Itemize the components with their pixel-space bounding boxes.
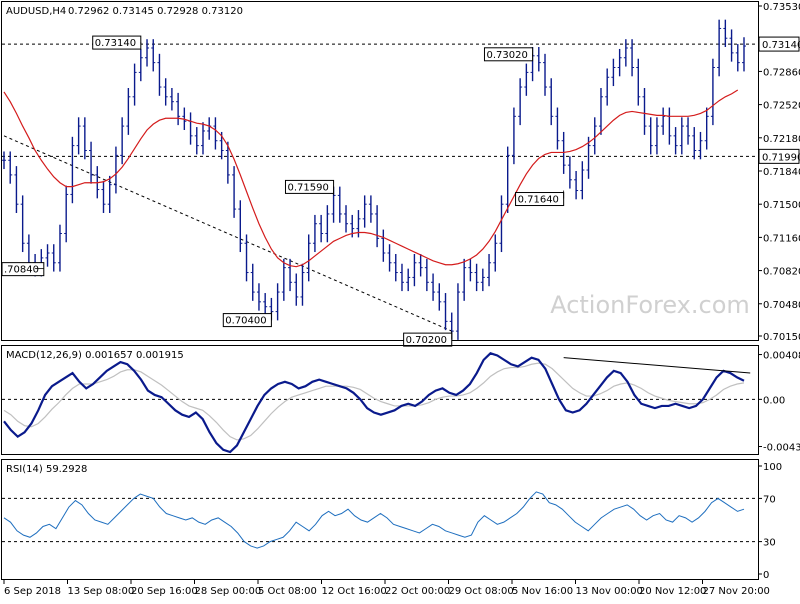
annotation-label: 0.70200 <box>406 335 447 346</box>
x-tick-label: 5 Oct 08:00 <box>258 586 317 597</box>
x-tick-label: 13 Nov 00:00 <box>576 586 643 597</box>
macd-y-axis: 0.004085 0.00 -0.0043 <box>758 351 800 454</box>
x-tick-label: 13 Sep 08:00 <box>68 586 135 597</box>
x-tick-label: 12 Oct 16:00 <box>322 586 387 597</box>
price-annotations: 0.73140 0.73020 0.71590 0.71640 .70840 0.7040… <box>2 36 564 346</box>
rsi-tick-label: 0 <box>763 570 769 581</box>
macd-title: MACD(12,26,9) 0.001657 0.001915 <box>6 350 184 361</box>
annotation-label: 0.71640 <box>518 195 559 206</box>
price-frame <box>2 2 759 341</box>
x-tick-label: 20 Nov 12:00 <box>639 586 706 597</box>
annotation-label: 0.70400 <box>225 316 266 327</box>
x-tick-label: 22 Oct 00:00 <box>385 586 450 597</box>
watermark: ActionForex.com <box>550 291 750 319</box>
x-tick-label: 20 Sep 16:00 <box>131 586 198 597</box>
annotation-label: 0.71590 <box>287 182 328 193</box>
price-tick-label: 0.70150 <box>763 332 800 343</box>
rsi-frame <box>2 460 759 580</box>
x-tick-label: 29 Oct 08:00 <box>449 586 514 597</box>
macd-panel: MACD(12,26,9) 0.001657 0.001915 0.004085… <box>2 346 800 455</box>
price-header-ohlc: 0.72962 0.73145 0.72928 0.73120 <box>68 6 243 17</box>
rsi-tick-label: 70 <box>763 494 776 505</box>
price-sma <box>4 90 738 267</box>
x-tick-label: 6 Sep 2018 <box>4 586 61 597</box>
annotation-label: 0.73020 <box>486 50 527 61</box>
rsi-tick-label: 30 <box>763 538 776 549</box>
x-tick-label: 28 Sep 00:00 <box>195 586 262 597</box>
rsi-y-axis: 100 70 30 0 <box>758 462 782 581</box>
rsi-tick-label: 100 <box>763 462 782 473</box>
macd-lines <box>2 353 758 452</box>
rsi-panel: RSI(14) 59.2928 100 70 30 0 <box>2 460 783 582</box>
price-header-symbol: AUDUSD,H4 <box>6 6 66 17</box>
macd-tick-label: 0.004085 <box>763 351 800 362</box>
macd-line <box>4 353 744 452</box>
macd-frame <box>2 346 759 455</box>
macd-trendline <box>564 358 751 373</box>
rsi-lines <box>2 492 758 548</box>
x-tick-label: 27 Nov 20:00 <box>703 586 770 597</box>
level-label: 0.71990 <box>762 152 800 163</box>
macd-signal-line <box>4 363 744 440</box>
annotation-label: 0.73140 <box>95 38 136 49</box>
rsi-title: RSI(14) 59.2928 <box>6 464 87 475</box>
annotation-label: .70840 <box>4 265 39 276</box>
price-panel: AUDUSD,H4 0.72962 0.73145 0.72928 0.7312… <box>2 2 800 347</box>
macd-tick-label: 0.00 <box>763 395 785 406</box>
macd-tick-label: -0.0043 <box>763 443 800 454</box>
level-label: 0.73140 <box>762 40 800 51</box>
x-tick-label: 5 Nov 16:00 <box>512 586 573 597</box>
sma-line <box>4 90 738 267</box>
rsi-line <box>4 492 744 548</box>
